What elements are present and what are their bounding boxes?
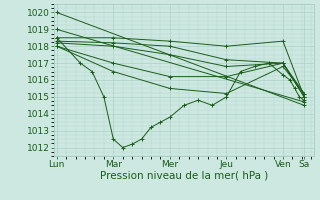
X-axis label: Pression niveau de la mer( hPa ): Pression niveau de la mer( hPa ) — [100, 171, 268, 181]
